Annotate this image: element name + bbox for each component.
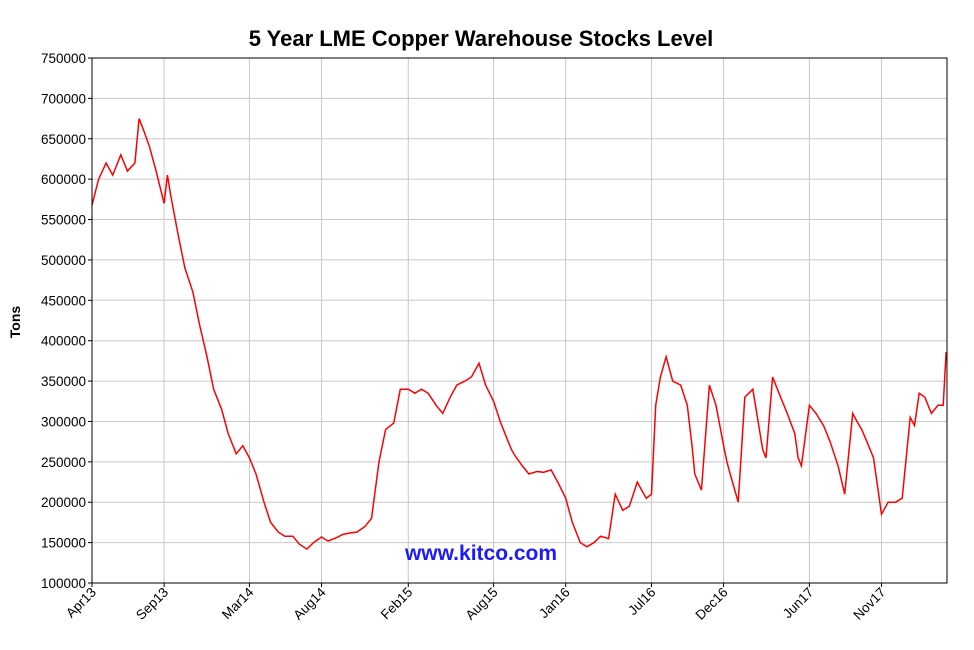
y-tick-label: 450000 bbox=[41, 293, 86, 308]
x-tick-label: Jan16 bbox=[536, 585, 573, 622]
plot-area bbox=[92, 58, 947, 583]
series-line bbox=[91, 118, 947, 551]
x-tick-label: Jun17 bbox=[780, 585, 817, 622]
x-tick-label: Aug14 bbox=[290, 584, 329, 623]
watermark: www.kitco.com bbox=[404, 542, 557, 565]
y-axis-label: Tons bbox=[7, 306, 23, 339]
x-tick-label: Aug15 bbox=[462, 585, 500, 623]
x-tick-label: Jul16 bbox=[625, 585, 658, 618]
y-tick-label: 350000 bbox=[41, 374, 86, 389]
y-tick-label: 700000 bbox=[41, 91, 86, 106]
y-tick-label: 650000 bbox=[41, 132, 86, 147]
y-tick-label: 600000 bbox=[41, 172, 86, 187]
y-tick-label: 550000 bbox=[41, 213, 86, 228]
x-tick-label: Dec16 bbox=[693, 585, 731, 623]
y-tick-label: 500000 bbox=[41, 253, 86, 268]
plot-border bbox=[91, 57, 948, 584]
chart-title: 5 Year LME Copper Warehouse Stocks Level bbox=[249, 26, 714, 51]
x-tick-label: Mar14 bbox=[219, 584, 257, 622]
x-tick-label: Sep13 bbox=[133, 585, 171, 623]
y-tick-label: 750000 bbox=[41, 51, 86, 66]
x-tick-label: Nov17 bbox=[850, 585, 888, 623]
y-tick-label: 250000 bbox=[41, 455, 86, 470]
y-tick-label: 200000 bbox=[41, 495, 86, 510]
x-tick-label: Feb15 bbox=[378, 585, 416, 623]
y-tick-label: 300000 bbox=[41, 414, 86, 429]
y-tick-label: 400000 bbox=[41, 334, 86, 349]
y-tick-label: 100000 bbox=[41, 576, 86, 591]
y-tick-label: 150000 bbox=[41, 536, 86, 551]
